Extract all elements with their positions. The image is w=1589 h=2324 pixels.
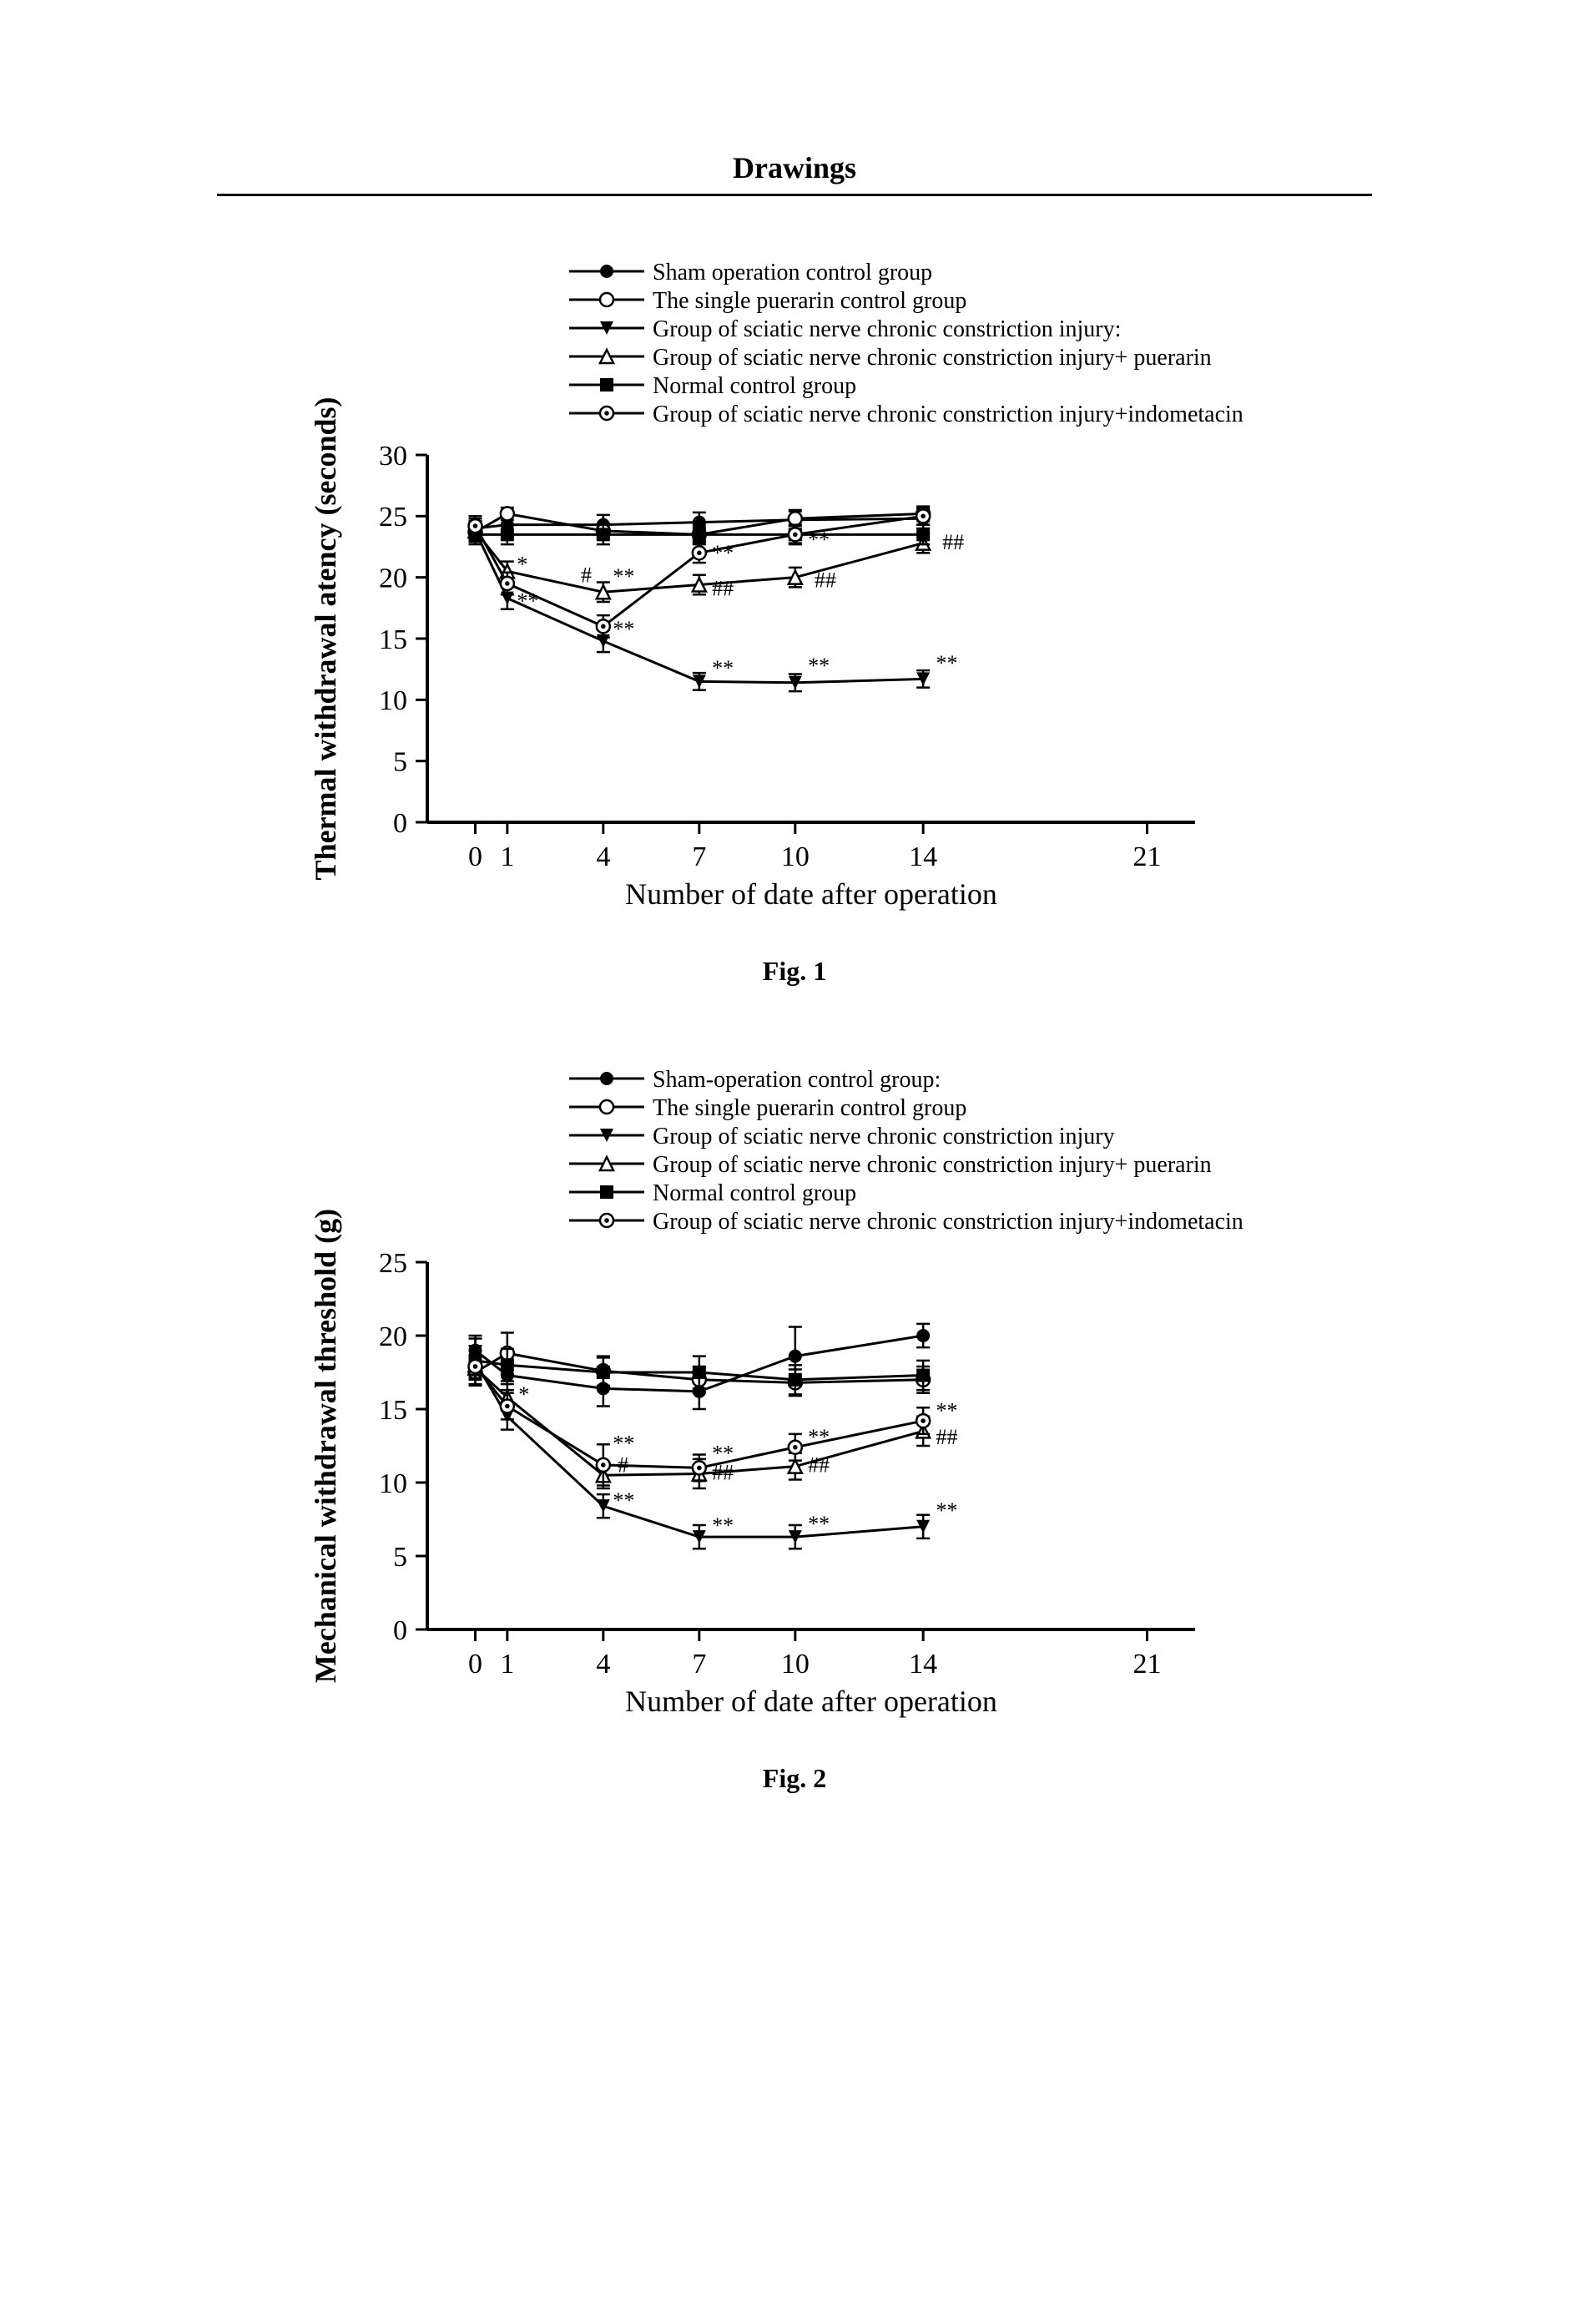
header-rule [217, 194, 1372, 196]
svg-text:7: 7 [692, 1649, 706, 1680]
svg-text:**: ** [936, 651, 958, 675]
svg-text:1: 1 [500, 841, 514, 872]
svg-text:25: 25 [379, 1248, 407, 1279]
svg-text:##: ## [808, 1453, 830, 1478]
svg-text:Group of sciatic nerve chronic: Group of sciatic nerve chronic constrict… [653, 316, 1121, 342]
svg-text:**: ** [936, 1498, 958, 1523]
svg-text:5: 5 [393, 747, 407, 778]
svg-text:**: ** [613, 564, 634, 589]
svg-text:Number of date after operation: Number of date after operation [625, 877, 997, 911]
svg-text:20: 20 [379, 1321, 407, 1352]
svg-text:**: ** [517, 589, 538, 613]
svg-text:The single puerarin control gr: The single puerarin control group [653, 288, 966, 314]
svg-text:##: ## [712, 577, 734, 601]
svg-text:Number of date after operation: Number of date after operation [625, 1685, 997, 1718]
svg-text:**: ** [613, 617, 634, 641]
svg-text:##: ## [942, 530, 964, 554]
page-header-title: Drawings [217, 150, 1372, 194]
svg-text:Mechanical withdrawal thre: Mechanical withdrawal threshold (g) [309, 1209, 342, 1683]
svg-text:**: ** [936, 1399, 958, 1423]
svg-text:1: 1 [500, 1649, 514, 1680]
svg-text:0: 0 [393, 808, 407, 839]
svg-text:15: 15 [379, 1395, 407, 1426]
svg-text:##: ## [815, 568, 836, 592]
svg-text:0: 0 [468, 841, 482, 872]
svg-text:Group of sciatic nerve chronic: Group of sciatic nerve chronic constrict… [653, 1152, 1212, 1178]
svg-text:15: 15 [379, 624, 407, 655]
svg-text:Sham-operation control group:: Sham-operation control group: [653, 1067, 941, 1093]
svg-text:*: * [517, 552, 527, 576]
figure-1-chart: 0510152025300147101421Number of date aft… [277, 246, 1312, 931]
svg-text:10: 10 [379, 1468, 407, 1499]
svg-text:#: # [618, 1453, 628, 1478]
svg-text:Normal control group: Normal control group [653, 373, 856, 399]
svg-text:Normal control group: Normal control group [653, 1180, 856, 1206]
figure-2-block: 05101520250147101421Number of date after… [217, 1053, 1372, 1794]
svg-text:Group of sciatic nerve chronic: Group of sciatic nerve chronic constrict… [653, 1209, 1243, 1235]
svg-text:14: 14 [909, 841, 937, 872]
svg-text:14: 14 [909, 1649, 937, 1680]
svg-text:**: ** [712, 1513, 734, 1538]
svg-text:30: 30 [379, 441, 407, 472]
svg-text:Group of sciatic nerve chronic: Group of sciatic nerve chronic constrict… [653, 402, 1243, 427]
svg-text:#: # [581, 563, 592, 588]
svg-text:Thermal withdrawal atency (sec: Thermal withdrawal atency (seconds) [309, 397, 342, 881]
svg-text:**: ** [613, 1488, 634, 1513]
svg-text:25: 25 [379, 502, 407, 533]
svg-text:7: 7 [692, 841, 706, 872]
svg-text:Sham operation control group: Sham operation control group [653, 260, 932, 285]
svg-text:5: 5 [393, 1542, 407, 1573]
svg-text:20: 20 [379, 563, 407, 594]
svg-text:**: ** [712, 656, 734, 680]
svg-text:10: 10 [781, 1649, 810, 1680]
figure-1-caption: Fig. 1 [763, 956, 826, 987]
svg-text:**: ** [808, 654, 830, 678]
svg-text:4: 4 [596, 1649, 610, 1680]
svg-text:0: 0 [393, 1615, 407, 1646]
figure-2-chart: 05101520250147101421Number of date after… [277, 1053, 1312, 1738]
svg-text:**: ** [808, 1512, 830, 1536]
svg-text:10: 10 [379, 685, 407, 716]
svg-text:Group of sciatic nerve chronic: Group of sciatic nerve chronic constrict… [653, 1124, 1115, 1149]
svg-text:*: * [518, 1382, 529, 1407]
svg-text:10: 10 [781, 841, 810, 872]
svg-text:The single puerarin control gr: The single puerarin control group [653, 1095, 966, 1121]
svg-text:0: 0 [468, 1649, 482, 1680]
figure-1-block: 0510152025300147101421Number of date aft… [217, 246, 1372, 987]
svg-text:**: ** [808, 528, 830, 552]
svg-text:**: ** [613, 1431, 634, 1455]
svg-text:##: ## [712, 1460, 734, 1484]
svg-text:##: ## [936, 1425, 958, 1449]
svg-text:21: 21 [1133, 841, 1162, 872]
figure-2-caption: Fig. 2 [763, 1763, 826, 1794]
svg-text:21: 21 [1133, 1649, 1162, 1680]
svg-text:4: 4 [596, 841, 610, 872]
svg-text:Group of sciatic nerve chronic: Group of sciatic nerve chronic constrict… [653, 345, 1212, 371]
svg-text:**: ** [712, 541, 734, 565]
svg-text:**: ** [808, 1425, 830, 1449]
